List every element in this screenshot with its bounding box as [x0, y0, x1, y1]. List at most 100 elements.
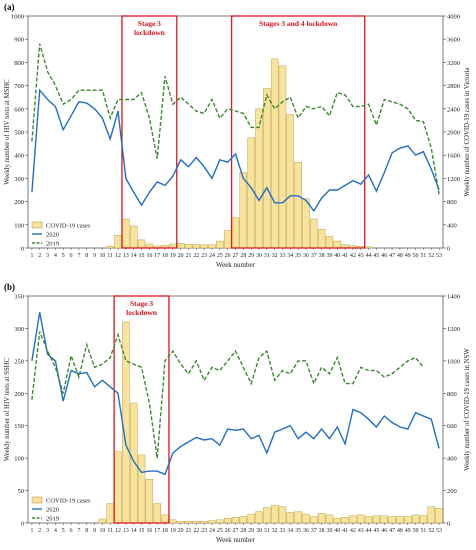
covid-bar: [364, 516, 373, 524]
covid-bar: [216, 240, 224, 249]
x-tick-label: 35: [295, 253, 301, 259]
x-tick-label: 41: [342, 528, 348, 534]
plot-frame: [27, 295, 444, 524]
x-tick-label: 51: [421, 253, 427, 259]
x-tick-label: 47: [389, 528, 395, 534]
x-tick-label: 40: [334, 528, 340, 534]
series-line-2020: [31, 88, 440, 213]
covid-bar: [310, 218, 318, 249]
covid-bar: [129, 225, 138, 249]
x-tick-label: 36: [303, 253, 309, 259]
covid-bar: [357, 514, 365, 524]
covid-bar: [427, 506, 435, 524]
x-tick-label: 31: [264, 528, 270, 534]
y2-tick-label: 800: [447, 391, 457, 398]
covid-bar: [161, 514, 169, 524]
x-tick-label: 3: [46, 253, 49, 259]
x-tick-label: 26: [225, 528, 231, 534]
x-tick-label: 19: [170, 253, 176, 259]
x-tick-label: 39: [327, 253, 333, 259]
lockdown-label: Stage 3: [138, 19, 161, 28]
x-tick-label: 53: [436, 253, 442, 259]
series-line-2019: [31, 331, 424, 459]
x-tick-label: 11: [107, 528, 113, 534]
covid-bar: [114, 451, 122, 524]
x-tick-label: 28: [240, 528, 246, 534]
x-tick-label: 26: [225, 253, 231, 259]
x-tick-label: 52: [428, 528, 434, 534]
legend-label: COVID-19 cases: [46, 223, 91, 230]
x-tick-label: 27: [233, 253, 239, 259]
x-tick-label: 21: [186, 528, 192, 534]
y-tick-label: 300: [14, 326, 24, 333]
x-tick-label: 10: [99, 253, 105, 259]
covid-bar: [216, 519, 224, 524]
covid-bar: [137, 239, 146, 249]
covid-bar: [263, 88, 271, 249]
x-tick-label: 17: [154, 528, 160, 534]
y-tick-label: 350: [14, 294, 24, 301]
covid-bar: [372, 515, 381, 524]
legend-label: 2019: [46, 516, 59, 523]
covid-bar: [278, 506, 287, 524]
x-tick-label: 32: [272, 528, 278, 534]
series-line-2020: [31, 312, 440, 476]
x-tick-label: 18: [162, 253, 168, 259]
y-tick-label: 300: [14, 176, 24, 183]
covid-bar: [231, 517, 240, 524]
x-tick-label: 4: [54, 253, 57, 259]
lockdown-label: Stages 3 and 4 lockdown: [259, 19, 338, 28]
covid-bar: [388, 516, 396, 524]
covid-bar: [208, 244, 216, 249]
y-tick-label: 1000: [11, 14, 24, 21]
x-tick-label: 30: [256, 528, 262, 534]
x-tick-label: 37: [311, 528, 317, 534]
y2-tick-label: 0: [447, 521, 450, 528]
x-tick-label: 4: [54, 528, 57, 534]
x-tick-label: 38: [319, 253, 325, 259]
x-tick-label: 13: [123, 528, 129, 534]
x-tick-label: 49: [405, 253, 411, 259]
lockdown-box: [121, 15, 178, 249]
covid-bar: [294, 511, 302, 524]
y-tick-label: 400: [14, 153, 24, 160]
legend-label: 2020: [46, 507, 59, 514]
y2-tick-label: 1000: [447, 358, 460, 365]
x-tick-label: 6: [70, 253, 73, 259]
x-tick-label: 9: [93, 528, 96, 534]
x-tick-label: 47: [389, 253, 395, 259]
x-tick-label: 25: [217, 253, 223, 259]
covid-bar: [176, 521, 185, 524]
y-tick-label: 200: [14, 199, 24, 206]
x-tick-label: 50: [413, 253, 419, 259]
lockdown-label: Stage 3: [130, 299, 153, 308]
x-tick-label: 24: [209, 528, 215, 534]
covid-bar: [255, 108, 263, 249]
covid-bar: [278, 65, 287, 249]
covid-bar: [325, 236, 334, 249]
y-tick-label: 600: [14, 106, 24, 113]
y-tick-label: 0: [21, 246, 24, 253]
x-tick-label: 14: [131, 528, 137, 534]
x-tick-label: 34: [287, 253, 293, 259]
x-tick-label: 50: [413, 528, 419, 534]
covid-bar: [145, 479, 154, 524]
y2-tick-label: 200: [447, 488, 457, 495]
x-tick-label: 3: [46, 528, 49, 534]
covid-bar: [239, 516, 248, 524]
covid-bar: [137, 454, 146, 524]
x-tick-label: 43: [358, 253, 364, 259]
covid-bar: [184, 521, 193, 524]
covid-bar: [255, 511, 263, 524]
x-tick-label: 29: [248, 253, 254, 259]
x-tick-label: 19: [170, 528, 176, 534]
x-tick-label: 25: [217, 528, 223, 534]
legend-swatch-bars: [31, 496, 43, 504]
y-tick-label: 500: [14, 130, 24, 137]
covid-bar: [239, 172, 248, 249]
x-tick-label: 44: [366, 253, 372, 259]
x-tick-label: 12: [115, 253, 121, 259]
x-tick-label: 2: [38, 253, 41, 259]
y2-tick-label: 2400: [447, 106, 460, 113]
y2-tick-label: 1400: [447, 294, 460, 301]
